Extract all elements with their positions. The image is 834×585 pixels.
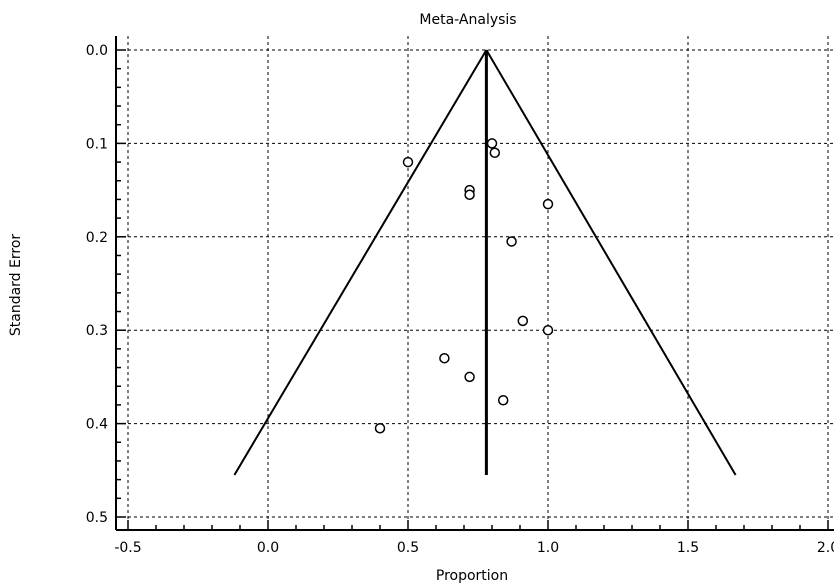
study-point xyxy=(542,324,554,336)
study-point xyxy=(464,371,475,383)
funnel-lines xyxy=(233,49,737,476)
y-tick-label: 0.3 xyxy=(86,323,108,339)
chart-title: Meta-Analysis xyxy=(419,12,516,28)
y-tick-label: 0.4 xyxy=(86,417,108,433)
study-point xyxy=(486,138,498,149)
x-tick-label: 0.0 xyxy=(257,540,279,556)
y-tick-label: 0.5 xyxy=(86,510,108,526)
x-tick-label: 2.0 xyxy=(817,540,834,556)
study-point xyxy=(402,156,414,168)
study-point xyxy=(506,236,517,247)
funnel-left-line xyxy=(233,49,488,476)
y-tick-label: 0.0 xyxy=(86,43,108,59)
study-point xyxy=(497,395,509,406)
grid-lines xyxy=(116,36,834,530)
y-axis-ticks: 0.0 0.1 0.2 0.3 0.4 0.5 xyxy=(86,43,126,526)
y-tick-label: 0.1 xyxy=(86,136,108,152)
study-point xyxy=(374,423,386,434)
axes xyxy=(115,36,834,531)
x-axis-ticks: -0.5 0.0 0.5 1.0 1.5 2.0 xyxy=(114,520,834,556)
study-point xyxy=(542,198,554,210)
y-tick-label: 0.2 xyxy=(86,230,108,246)
study-point xyxy=(489,147,501,158)
study-point xyxy=(517,315,529,327)
funnel-right-line xyxy=(485,49,737,476)
x-tick-label: 1.0 xyxy=(537,540,559,556)
x-tick-label: 1.5 xyxy=(677,540,699,556)
y-axis-label: Standard Error xyxy=(8,234,24,337)
x-tick-label: 0.5 xyxy=(397,540,419,556)
study-point xyxy=(439,352,450,364)
x-tick-label: -0.5 xyxy=(114,540,141,556)
x-axis-label: Proportion xyxy=(436,568,508,584)
study-point xyxy=(464,189,475,201)
study-points xyxy=(374,138,554,434)
